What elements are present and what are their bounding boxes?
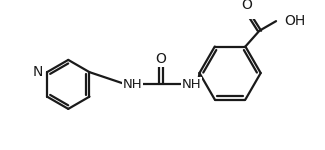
Text: O: O — [156, 52, 166, 66]
Text: OH: OH — [284, 14, 305, 28]
Text: NH: NH — [122, 78, 142, 91]
Text: NH: NH — [182, 78, 202, 91]
Text: O: O — [242, 0, 253, 12]
Text: N: N — [32, 65, 43, 79]
